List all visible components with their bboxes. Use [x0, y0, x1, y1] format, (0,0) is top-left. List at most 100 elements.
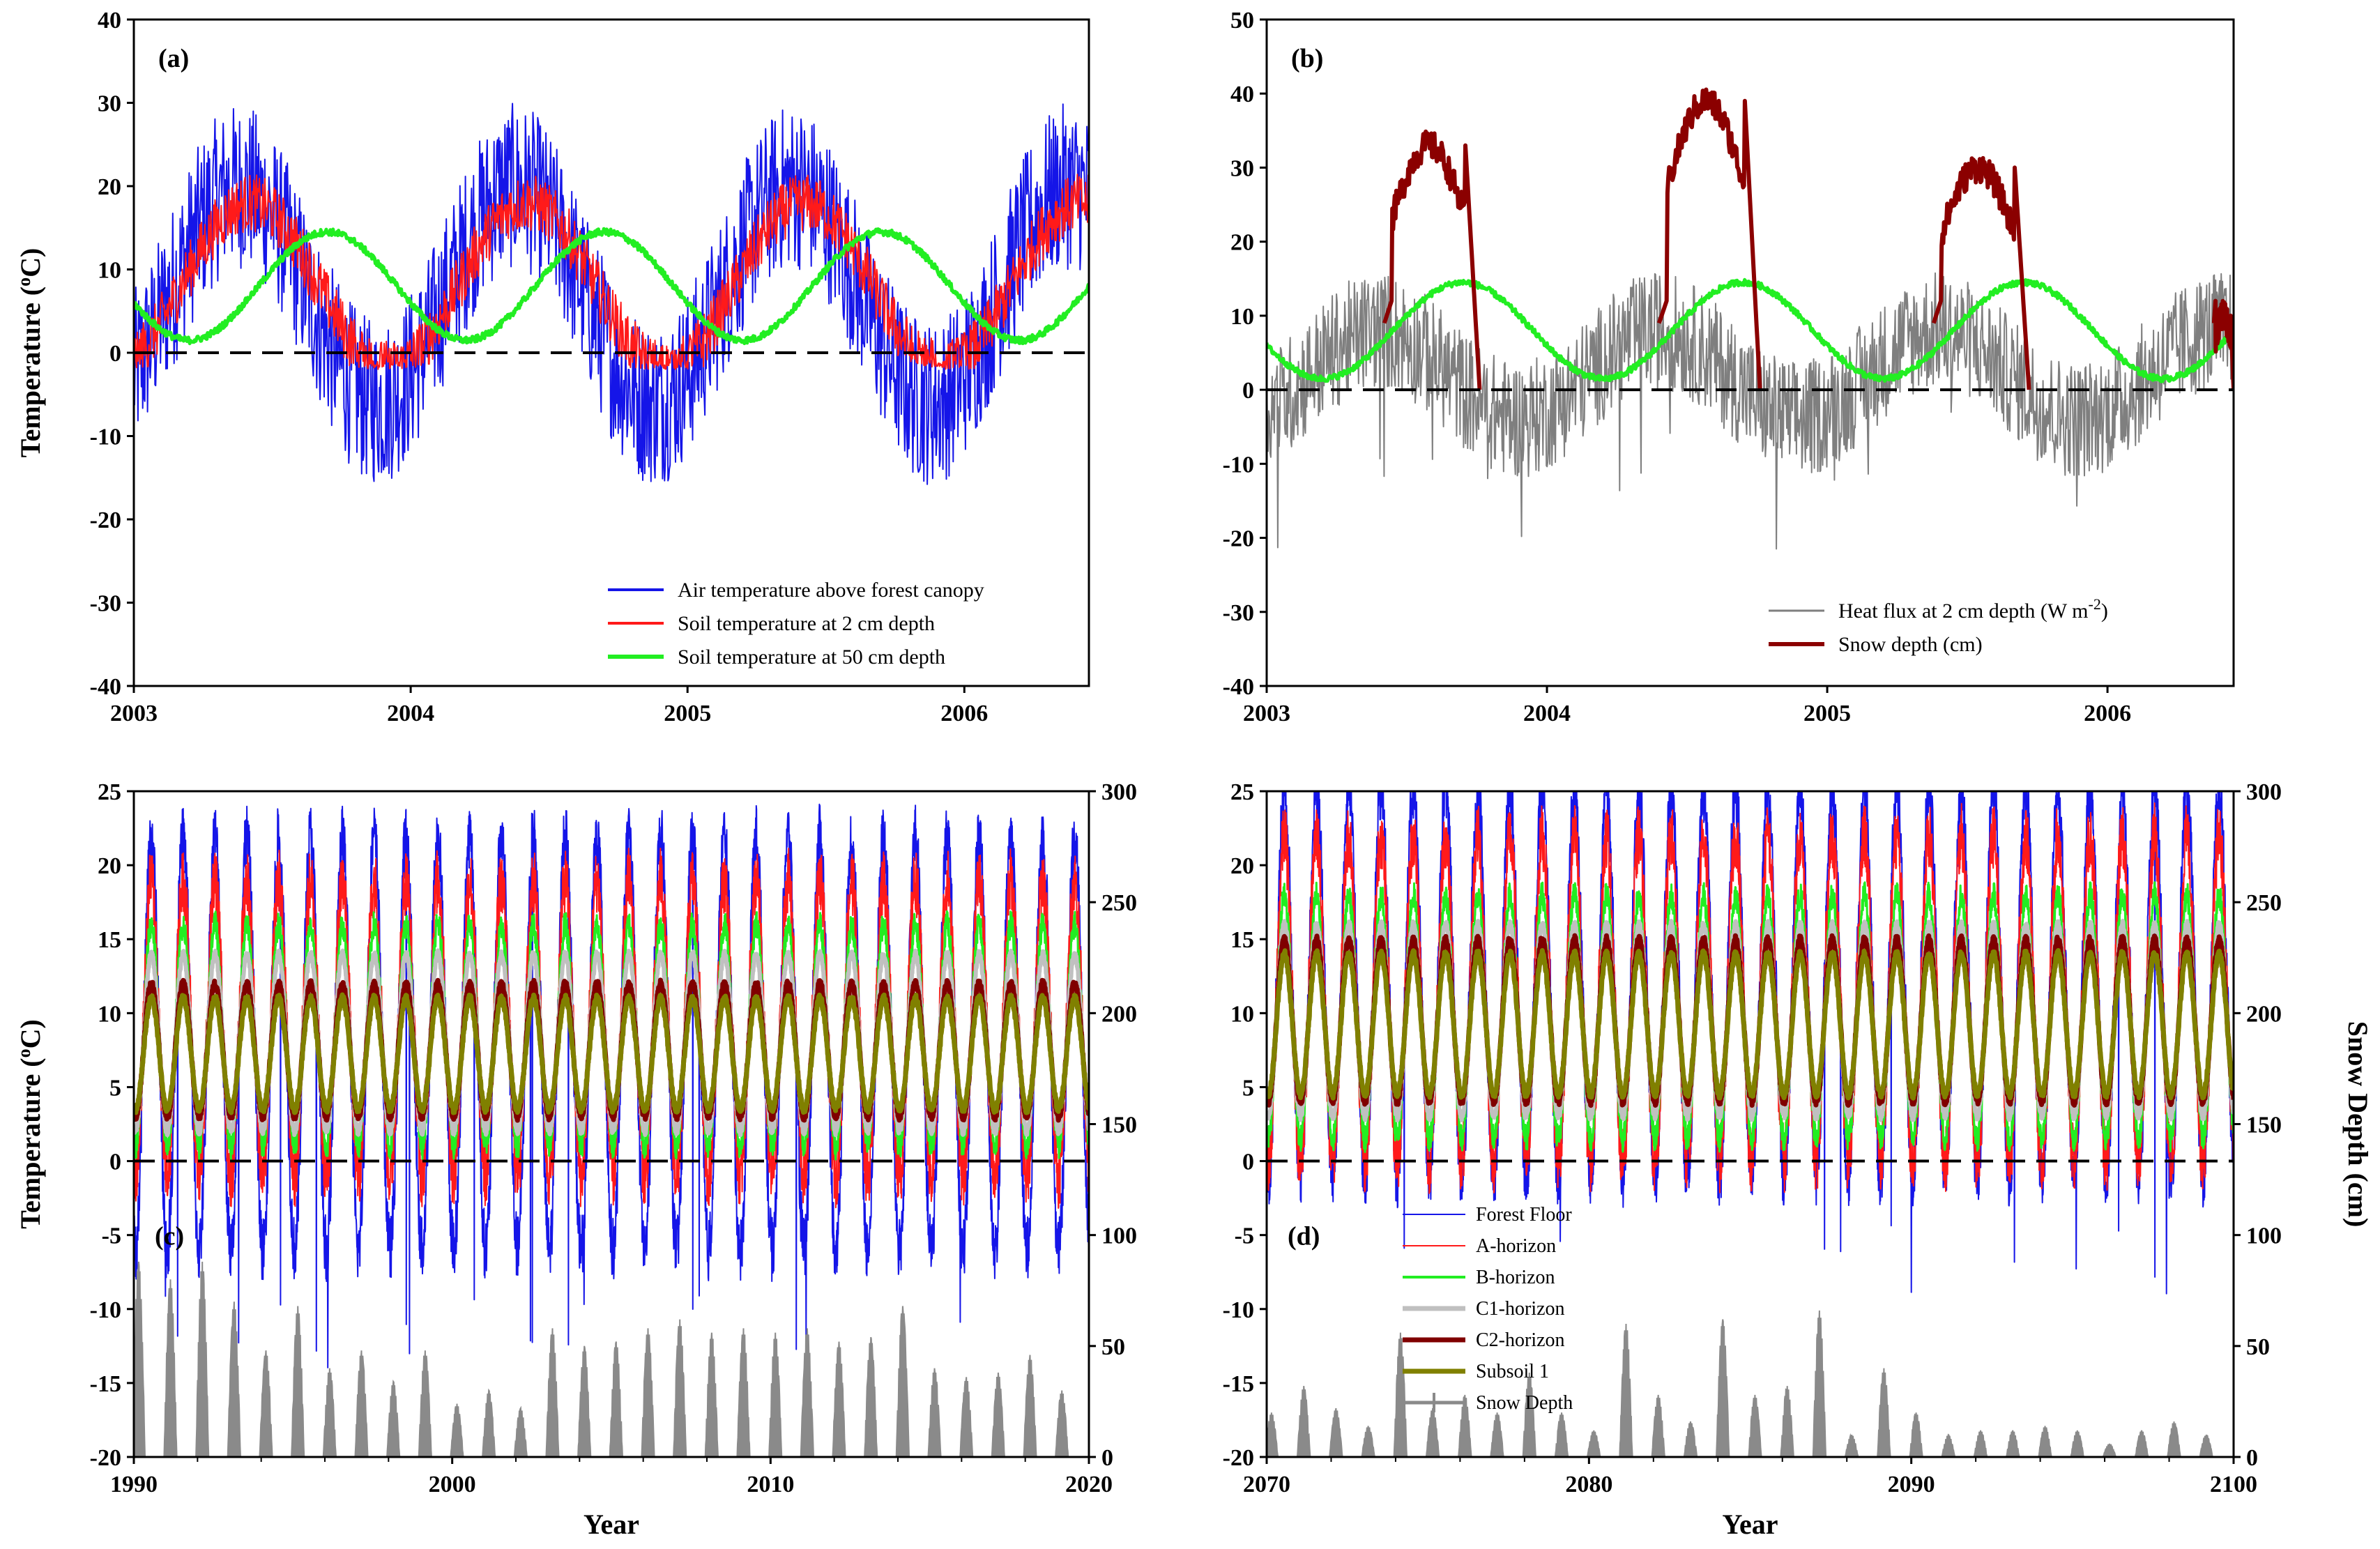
- xtick-label: 2090: [1888, 1472, 1935, 1497]
- legend-label-end: ): [2101, 600, 2108, 623]
- xtick-label: 2100: [2210, 1472, 2257, 1497]
- xtick-label: 2004: [387, 701, 434, 726]
- ytick-label: 30: [1230, 155, 1254, 181]
- xtick-label: 2080: [1565, 1472, 1612, 1497]
- ytick-label: -5: [102, 1223, 121, 1249]
- xtick-label: 2003: [110, 701, 158, 726]
- ytick-label: 5: [1242, 1075, 1254, 1101]
- series-snow-depth-3: [1931, 155, 2031, 390]
- y2tick-label: 250: [1101, 890, 1137, 916]
- ytick-label: 20: [98, 853, 121, 879]
- snow-depth-year-23: [832, 1341, 846, 1457]
- ytick-label: 25: [98, 779, 121, 805]
- snow-depth-year-22: [1941, 1433, 1956, 1457]
- snow-depth-year-26: [2070, 1430, 2084, 1457]
- snow-depth-year-5: [259, 1350, 273, 1457]
- snow-depth-year-12: [1619, 1323, 1633, 1457]
- legend-label: Snow Depth: [1476, 1392, 1573, 1414]
- legend-label: Subsoil 1: [1476, 1361, 1549, 1382]
- ylabel-space: (: [15, 287, 46, 303]
- snow-depth-year-29: [2167, 1421, 2181, 1457]
- plot-area-d: [1267, 791, 2234, 1457]
- snow-depth-year-21: [768, 1332, 783, 1457]
- snow-depth-year-22: [800, 1328, 815, 1457]
- panel-label-d: (d): [1288, 1222, 1320, 1251]
- snow-depth-year-14: [545, 1328, 560, 1457]
- legend-label: Air temperature above forest canopy: [678, 579, 984, 602]
- ytick-label: 30: [98, 91, 121, 117]
- ytick-label: 10: [1230, 304, 1254, 330]
- snow-depth-year-18: [673, 1319, 687, 1457]
- snow-depth-year-20: [1877, 1368, 1891, 1457]
- legend-label-text: Heat flux at 2 cm depth (W m: [1838, 600, 2089, 623]
- series-b-horizon: [1267, 881, 2234, 1153]
- y2tick-label: 150: [2246, 1113, 2282, 1138]
- snow-depth-year-3: [195, 1261, 210, 1457]
- xtick-label: 2020: [1065, 1472, 1113, 1497]
- legend-label: Soil temperature at 50 cm depth: [678, 646, 945, 669]
- ytick-label: 0: [1242, 378, 1254, 404]
- snow-depth-year-10: [1554, 1412, 1569, 1457]
- panel-label-a: (a): [158, 44, 189, 73]
- ytick-label: 5: [109, 1075, 121, 1101]
- snow-depth-year-2: [163, 1279, 178, 1457]
- axes-frame-b: [1265, 18, 2235, 687]
- series-snow-depth-4: [2211, 298, 2234, 390]
- snow-depth-year-3: [1329, 1407, 1343, 1457]
- snow-depth-year-14: [1683, 1421, 1698, 1457]
- snow-depth-year-9: [386, 1380, 401, 1457]
- series-forest-floor: [134, 803, 1089, 1368]
- snow-depth-year-15: [1716, 1319, 1730, 1457]
- legend-label: Soil temperature at 2 cm depth: [678, 612, 935, 635]
- snow-depth-year-30: [1055, 1390, 1069, 1457]
- snow-depth-year-16: [1748, 1394, 1762, 1457]
- series-c1-horizon: [134, 948, 1089, 1138]
- snow-depth-year-17: [641, 1328, 655, 1457]
- y2tick-label: 200: [2246, 1001, 2282, 1027]
- snow-depth-year-8: [354, 1350, 369, 1457]
- ytick-label: -30: [90, 591, 121, 617]
- legend-label: C1-horizon: [1476, 1298, 1565, 1320]
- y2tick-label: 50: [2246, 1334, 2270, 1360]
- snow-depth-year-5: [1393, 1332, 1408, 1457]
- xtick-label: 2005: [664, 701, 711, 726]
- plot-area-b: [1267, 87, 2234, 550]
- snow-depth-year-26: [927, 1368, 942, 1457]
- ytick-label: -20: [90, 508, 121, 533]
- legend-label: C2-horizon: [1476, 1329, 1565, 1351]
- y2tick-label: 50: [1101, 1334, 1125, 1360]
- snow-depth-year-24: [864, 1336, 878, 1457]
- legend-label-superscript: -2: [2089, 595, 2101, 613]
- snow-depth-year-9: [1522, 1372, 1536, 1457]
- ytick-label: 25: [1230, 779, 1254, 805]
- series-snow-depth-2: [1656, 87, 1762, 390]
- snow-depth-year-19: [704, 1332, 719, 1457]
- ytick-label: 20: [1230, 853, 1254, 879]
- series-soil-temperature-50cm: [1267, 277, 2234, 383]
- y2tick-label: 250: [2246, 890, 2282, 916]
- ylabel-text: Temperature: [15, 1074, 46, 1229]
- series-a-horizon: [134, 847, 1089, 1209]
- legend-label: A-horizon: [1476, 1235, 1556, 1257]
- ylabel-text: Temperature: [15, 303, 46, 457]
- panel-c: 2520151050-5-10-15-203002502001501005001…: [14, 779, 1137, 1540]
- series-heat-flux: [1267, 272, 2234, 550]
- snow-depth-year-25: [2038, 1426, 2052, 1457]
- ytick-label: 40: [1230, 82, 1254, 107]
- ytick-label: 0: [1242, 1150, 1254, 1175]
- snow-depth-year-25: [895, 1306, 910, 1457]
- y2tick-label: 150: [1101, 1113, 1137, 1138]
- ylabel-c: Temperature (oC): [14, 1019, 46, 1229]
- snow-depth-year-29: [1023, 1355, 1037, 1457]
- snow-depth-year-27: [959, 1377, 974, 1457]
- ytick-label: 20: [1230, 230, 1254, 256]
- snow-depth-year-19: [1844, 1433, 1859, 1457]
- ytick-label: 10: [98, 1001, 121, 1027]
- snow-depth-year-21: [1909, 1412, 1923, 1457]
- ytick-label: 15: [1230, 927, 1254, 953]
- ytick-label: 20: [98, 174, 121, 200]
- ytick-label: 50: [1230, 8, 1254, 33]
- xlabel-c: Year: [583, 1509, 639, 1540]
- snow-depth-year-23: [1973, 1430, 1988, 1457]
